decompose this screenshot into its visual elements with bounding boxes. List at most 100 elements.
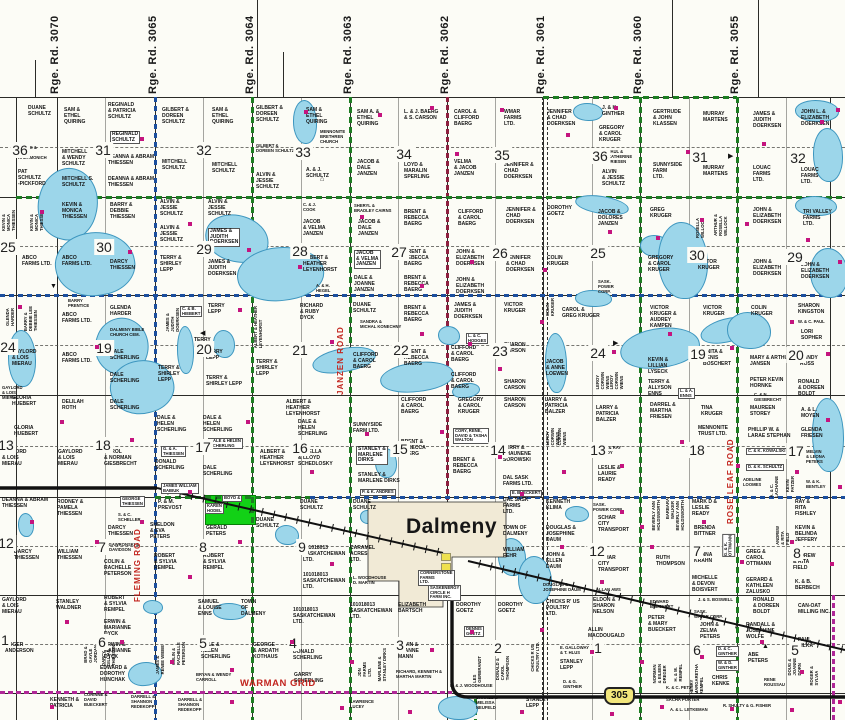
parcel-owner-label: GERTRUDE & JOHN KLASSEN [653,109,682,127]
yard-site-dot [140,520,144,524]
parcel-owner-label: KENNETH KLIMA [546,499,571,511]
yard-site-dot [790,320,794,324]
parcel-owner-label: CHICKS R' US POULTRY LTD. [546,599,580,617]
town-label: Dalmeny [406,515,498,538]
parcel-owner-label: GERARD & KATHLEEN ZALUSKO [746,577,773,595]
parcel-owner-label: CAROL & GREG KRUGER [562,307,600,319]
parcel-owner-label: BRENT & REBECCA BAERG [404,209,429,227]
parcel-owner-label: ABCO FARMS LTD. [62,255,92,267]
parcel-owner-label: SAMUEL & LOUISE ENNS [198,599,222,617]
parcel-owner-label: GEORGE THIESSEN [120,496,145,508]
parcel-owner-label: CORNERSTONE FARMS LTD. [418,570,455,586]
yard-site-dot [468,342,472,346]
parcel-owner-label: GILBERT & DOREEN SCHULTZ [256,143,295,153]
parcel-owner-label: LAWRENCE LUCEY [350,699,374,709]
yard-site-dot [378,113,382,117]
parcel-owner-label: MARLENE & STANLEY DIRKS [377,648,387,682]
parcel-owner-label: J. & S. BOSWELL [698,597,733,602]
yard-site-dot [340,706,344,710]
parcel-owner-label: VICTOR KRUGER & AUDREY KAMPEN [650,305,677,329]
lake [813,128,843,182]
parcel-owner-label: SASKENERGY CIRCLE H FARM INC. [428,585,462,601]
parcel-owner-label: W. & C. PAUL [798,319,825,324]
yard-site-dot [740,560,744,564]
section-number: 21 [290,342,310,358]
parcel-owner-label: TERRY LEPP [208,303,225,315]
parcel-owner-label: TERRY & SHIRLEY LEPP [256,359,278,377]
parcel-owner-label: KEVIN & BELINDA JEFFERY [795,525,818,543]
map-symbol: ▲ [762,643,769,650]
parcel-owner-label: CAROL & NORMAN GIESBRECHT [104,449,137,467]
parcel-owner-label: DARCY THIESSEN [110,259,136,271]
parcel-owner-label: BRENT & REBECCA BAERG [404,305,429,323]
railway-tick [723,617,727,626]
parcel-owner-label: MITCHELL S. SCHULTZ [62,176,94,188]
grid-road-magenta [832,595,835,720]
section-number: 3 [394,637,406,653]
parcel-owner-label: GREG KRUGER [650,207,672,219]
lake [573,103,603,121]
parcel-owner-label: ROGER ANDERSON [5,642,34,654]
parcel-owner-label: SHELDON & EVA PETERS [150,522,175,540]
half-mile-dashed-line [0,345,845,346]
parcel-owner-label: ALVIN & JESSIE SCHULTZ [160,225,183,243]
parcel-owner-label: GAYLORD & LOIS MIERAU [2,385,23,400]
parcel-owner-label: E. GALLOWAY & T. HLUS [560,645,589,655]
parcel-owner-label: BRENT & REBECCA BAERG [404,349,429,367]
parcel-owner-label: CLIFFORD & CAROL BAERG [451,345,477,363]
parcel-owner-label: JOHN & ELIZABETH DOERKSEN [801,262,830,280]
lake [545,333,567,393]
yard-site-dot [610,712,614,716]
quarter-line [398,97,399,720]
section-number: 32 [788,150,808,166]
yard-site-dot [562,470,566,474]
yard-site-dot [238,308,242,312]
parcel-owner-label: WMAR FARMS LTD. [504,109,522,127]
parcel-owner-label: SHARON KINGSTON [798,303,825,315]
yard-site-dot [420,332,424,336]
parcel-owner-label: EDWARD & DOROTHY HUNCHAK [100,665,128,683]
grid-road-green [639,97,642,720]
grid-line [0,97,845,98]
railway-tick [366,531,370,540]
lake [438,326,460,345]
yard-site-dot [128,250,132,254]
grid-road-magenta [0,691,452,694]
yard-site-dot [800,670,804,674]
parcel-owner-label: VICTOR KRUGER [504,302,526,314]
parcel-owner-label: CLIFFORD & CAROL BAERG [458,209,484,227]
railway-tick [354,529,358,538]
parcel-owner-label: DARRELL & SHANNON REDEKOPP [178,697,203,712]
parcel-owner-label: W. & D. GINTHER [716,660,739,672]
parcel-owner-label: COLIN & RACHELLE PETERSON [104,559,132,577]
yard-site-dot [838,700,842,704]
section-number: 24 [0,339,18,355]
section-number: 13 [0,437,16,453]
parcel-owner-label: JOHN & ELIZABETH DOERKSEN [753,259,782,277]
parcel-owner-label: ALVIN & JESSIE SCHULTZ [160,199,183,217]
parcel-owner-label: LARRY & PATRICIA BALZER [596,405,619,423]
grid-line [543,97,544,720]
parcel-owner-label: DOUGLAS & JOSEPHINE DAUM [543,582,581,592]
section-number: 33 [293,144,313,160]
yard-site-dot [650,545,654,549]
parcel-owner-label: DARCY THIESSEN [108,525,134,537]
parcel-owner-label: JACOB & DALE JANZEN [358,219,381,237]
yard-site-dot [730,346,734,350]
yard-site-dot [660,705,664,709]
parcel-owner-label: N. & J. WOODHOUSE [450,683,493,688]
parcel-owner-label: GAYLORD & LOIS MIERAU [58,449,83,467]
parcel-owner-label: GLENDA HARDER [5,308,15,326]
section-number: 36 [10,142,30,158]
parcel-owner-label: 101018013 SASKATCHEWAN LTD. [350,602,393,620]
parcel-owner-label: LES GERBRANDT [472,656,482,683]
parcel-owner-label: DEANNA & ABRAM THIESSEN [2,497,49,509]
parcel-owner-label: SHARON CARSON [504,342,526,354]
range-road-label: Rge. Rd. 3055 [729,15,741,94]
parcel-owner-label: RONALD & DOREEN BOLDT [798,379,825,397]
parcel-owner-label: JOHN & ELIZABETH DOERKSEN [456,277,485,295]
section-number: 19 [688,346,708,362]
parcel-owner-label: DUANE SCHULTZ [353,499,376,511]
parcel-owner-label: BOYD & [222,495,243,502]
parcel-owner-label: GEORGE & ARDATH KOTHAUS [253,642,279,660]
